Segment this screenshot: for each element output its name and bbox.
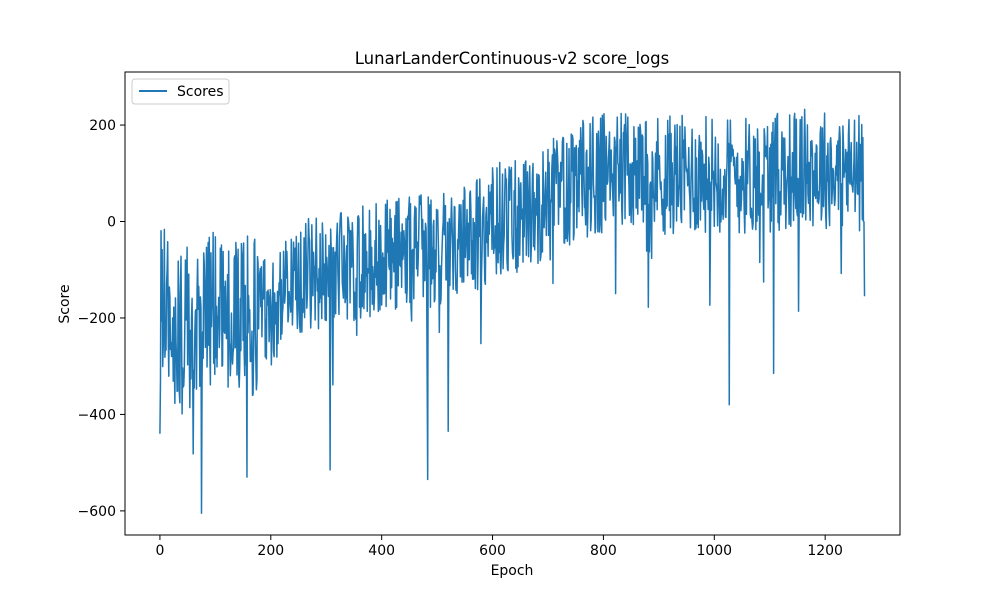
chart-title: LunarLanderContinuous-v2 score_logs (355, 49, 669, 69)
legend-box (131, 78, 230, 105)
x-tick-label: 400 (368, 543, 395, 559)
y-tick-label: 200 (89, 118, 116, 134)
y-tick-label: −400 (78, 407, 116, 423)
y-axis-label: Score (57, 284, 73, 323)
series-line-scores (159, 108, 866, 515)
legend-label: Scores (177, 84, 224, 100)
y-tick-label: −200 (78, 311, 116, 327)
x-axis: 0 200 400 600 800 1000 1200 (155, 535, 843, 559)
y-tick-label: 0 (107, 215, 116, 231)
x-tick-label: 800 (590, 543, 617, 559)
plot-area-frame (124, 71, 901, 536)
x-tick-label: 200 (257, 543, 284, 559)
legend: Scores (131, 78, 230, 105)
x-tick-label: 1000 (696, 543, 732, 559)
plot-lines (159, 108, 866, 515)
x-axis-label: Epoch (491, 563, 534, 579)
x-tick-label: 600 (479, 543, 506, 559)
x-tick-label: 1200 (807, 543, 843, 559)
y-axis: −600 −400 −200 0 200 (78, 118, 125, 520)
x-tick-label: 0 (155, 543, 164, 559)
y-tick-label: −600 (78, 504, 116, 520)
